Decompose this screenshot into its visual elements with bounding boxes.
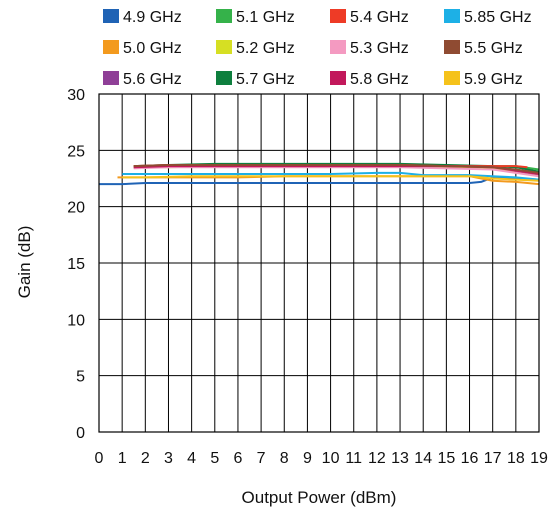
x-tick-label: 17	[484, 450, 502, 467]
x-tick-label: 16	[461, 450, 479, 467]
x-tick-label: 10	[322, 450, 340, 467]
legend-item: 5.0 GHz	[103, 40, 182, 57]
legend-label: 5.5 GHz	[464, 40, 523, 57]
series-line-5-85-GHz	[122, 171, 540, 181]
x-tick-label: 6	[233, 450, 242, 467]
legend-item: 5.5 GHz	[444, 40, 523, 57]
x-tick-label: 13	[391, 450, 409, 467]
y-tick-label: 30	[67, 87, 85, 104]
x-tick-label: 18	[507, 450, 525, 467]
legend-swatch	[103, 71, 119, 85]
legend-item: 5.9 GHz	[444, 71, 523, 88]
legend-label: 5.9 GHz	[464, 71, 523, 88]
legend-item: 5.8 GHz	[330, 71, 409, 88]
legend-swatch	[103, 40, 119, 54]
x-tick-label: 12	[368, 450, 386, 467]
legend-swatch	[216, 71, 232, 85]
legend: 4.9 GHz 5.1 GHz 5.4 GHz 5.85 GHz 5.0 GHz 5.2 …	[103, 9, 532, 88]
legend-item: 5.6 GHz	[103, 71, 182, 88]
y-tick-label: 25	[67, 143, 85, 160]
x-tick-label: 8	[280, 450, 289, 467]
series-line-5-5-GHz	[133, 164, 540, 174]
x-tick-label: 2	[141, 450, 150, 467]
x-tick-label: 3	[164, 450, 173, 467]
legend-swatch	[330, 71, 346, 85]
legend-swatch	[330, 9, 346, 23]
y-tick-label: 10	[67, 312, 85, 329]
legend-label: 4.9 GHz	[123, 9, 182, 26]
legend-label: 5.7 GHz	[236, 71, 295, 88]
legend-swatch	[444, 9, 460, 23]
legend-swatch	[103, 9, 119, 23]
plot-frame	[98, 93, 540, 433]
legend-item: 5.3 GHz	[330, 40, 409, 57]
legend-swatch	[444, 71, 460, 85]
series-line-5-9-GHz	[122, 175, 540, 182]
y-tick-label: 0	[76, 425, 85, 442]
legend-label: 5.85 GHz	[464, 9, 532, 26]
legend-label: 5.4 GHz	[350, 9, 409, 26]
x-axis-label: Output Power (dBm)	[242, 488, 397, 507]
legend-item: 5.4 GHz	[330, 9, 409, 26]
series-line-5-3-GHz	[133, 166, 540, 178]
legend-swatch	[444, 40, 460, 54]
series-line-4-9-GHz	[99, 176, 540, 186]
y-tick-label: 15	[67, 256, 85, 273]
x-tick-label: 4	[187, 450, 196, 467]
legend-item: 5.2 GHz	[216, 40, 295, 57]
x-tick-label: 5	[210, 450, 219, 467]
x-tick-label: 9	[303, 450, 312, 467]
y-tick-label: 20	[67, 200, 85, 217]
legend-label: 5.3 GHz	[350, 40, 409, 57]
x-tick-label: 11	[345, 450, 362, 467]
legend-item: 4.9 GHz	[103, 9, 182, 26]
x-tick-label: 1	[118, 450, 127, 467]
legend-item: 5.85 GHz	[444, 9, 532, 26]
x-tick-label: 19	[530, 450, 548, 467]
legend-label: 5.0 GHz	[123, 40, 182, 57]
legend-item: 5.7 GHz	[216, 71, 295, 88]
series-lines	[99, 162, 540, 186]
legend-swatch	[216, 40, 232, 54]
x-tick-label: 14	[414, 450, 432, 467]
legend-label: 5.6 GHz	[123, 71, 182, 88]
x-tick-label: 15	[437, 450, 455, 467]
legend-item: 5.1 GHz	[216, 9, 295, 26]
y-axis-label: Gain (dB)	[15, 226, 34, 299]
grid	[98, 93, 540, 433]
legend-label: 5.1 GHz	[236, 9, 295, 26]
legend-swatch	[216, 9, 232, 23]
legend-label: 5.8 GHz	[350, 71, 409, 88]
plot-border	[98, 93, 540, 433]
x-tick-label: 0	[95, 450, 104, 467]
legend-swatch	[330, 40, 346, 54]
x-tick-label: 7	[257, 450, 266, 467]
legend-label: 5.2 GHz	[236, 40, 295, 57]
y-tick-label: 5	[76, 369, 85, 386]
